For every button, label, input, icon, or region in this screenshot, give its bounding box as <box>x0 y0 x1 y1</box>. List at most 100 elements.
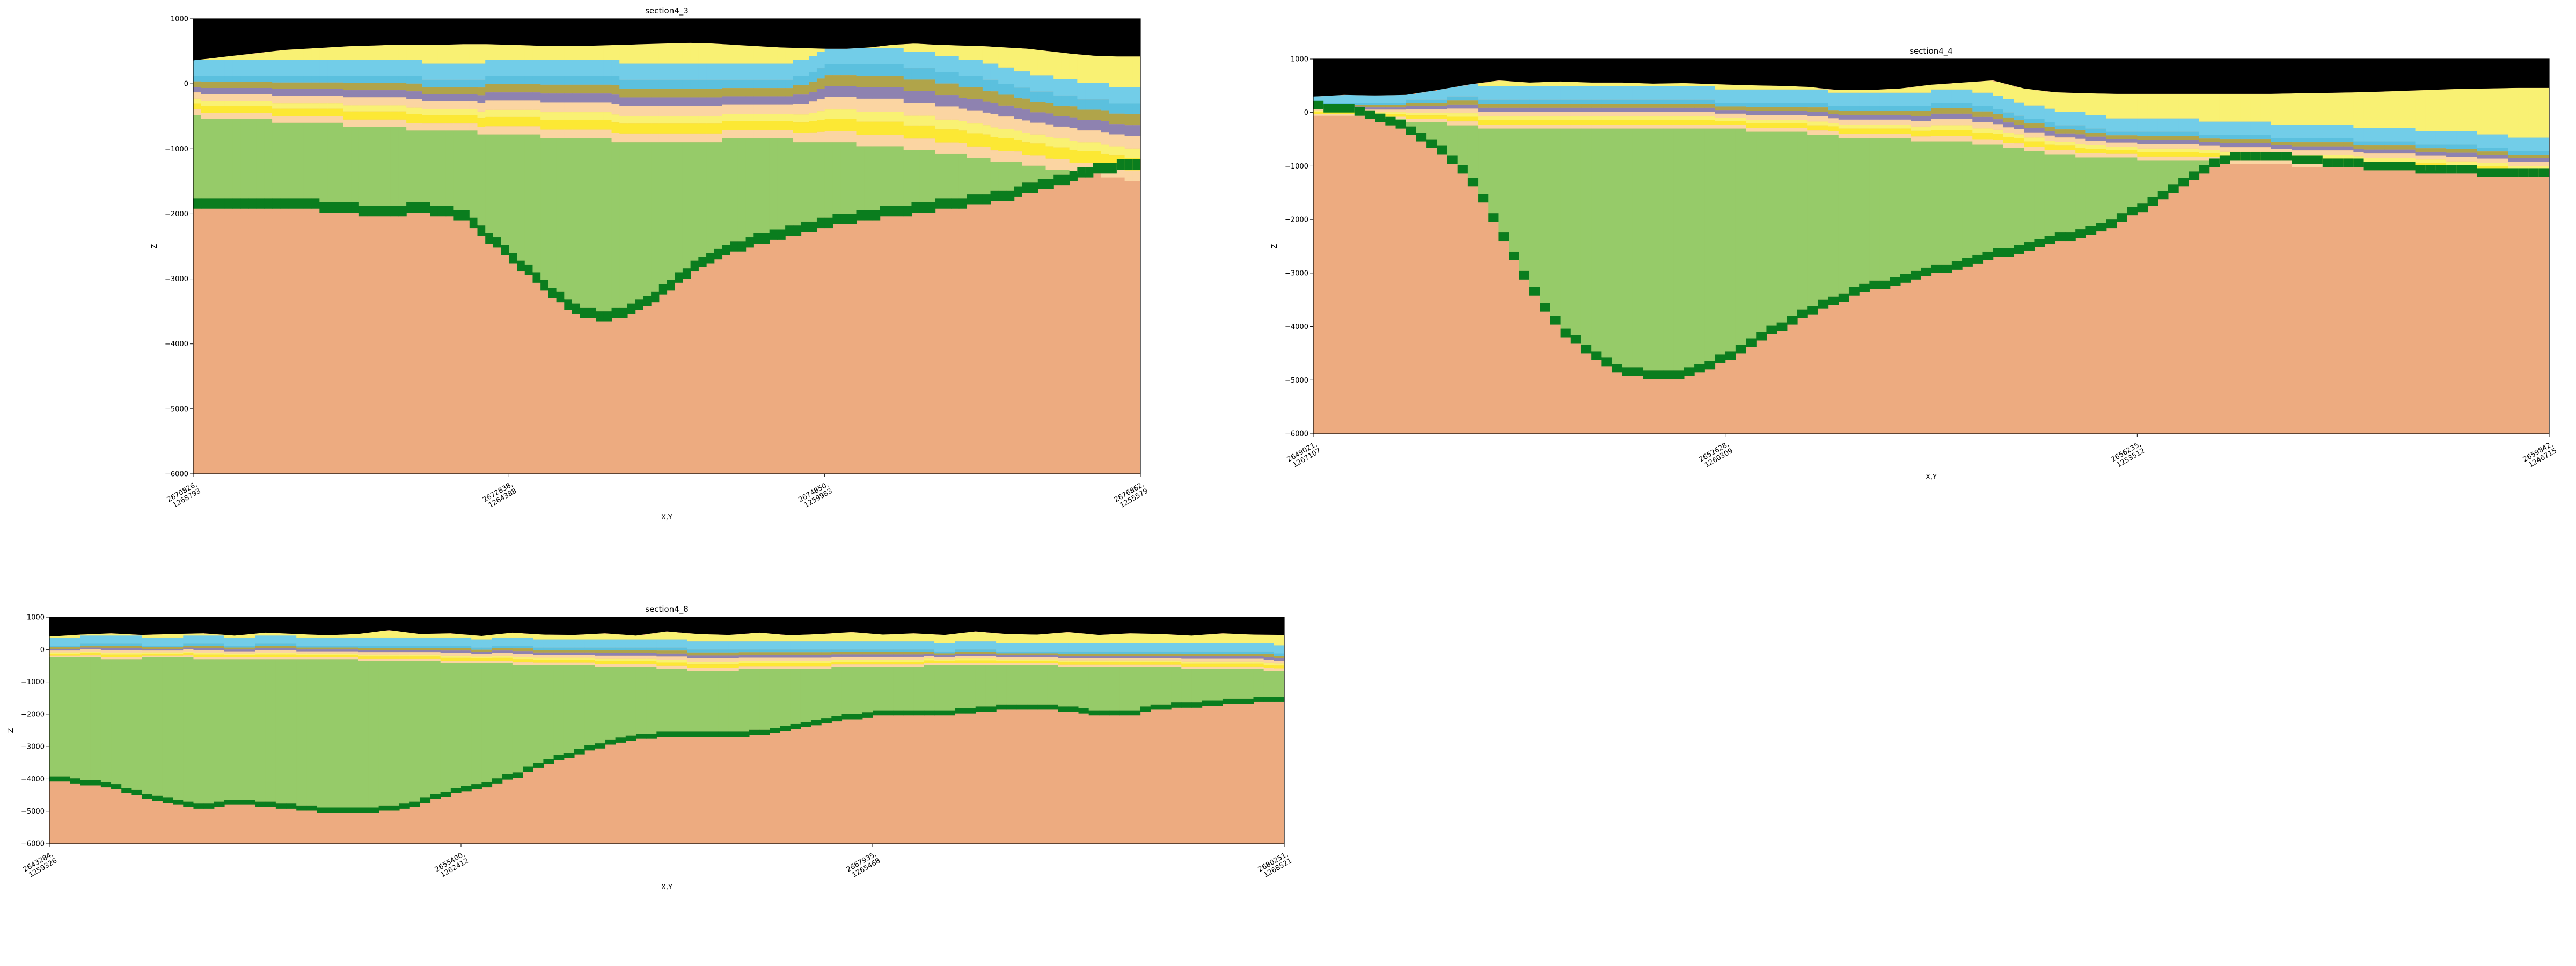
layer-cell <box>1030 91 1038 103</box>
layer-cell <box>49 649 60 651</box>
layer-cell <box>965 632 976 642</box>
layer-cell <box>832 75 841 86</box>
layer-cell <box>501 92 509 101</box>
layer-cell <box>759 655 770 658</box>
layer-cell <box>2137 93 2148 119</box>
layer-cell <box>2477 148 2488 152</box>
layer-cell <box>351 90 360 98</box>
layer-cell <box>2425 90 2436 131</box>
layer-cell <box>1478 120 1489 125</box>
layer-cell <box>131 646 143 648</box>
layer-cell <box>998 129 1007 138</box>
layer-cell <box>2405 153 2416 158</box>
layer-cell <box>280 103 289 109</box>
layer-cell <box>864 135 873 147</box>
layer-cell <box>832 64 841 76</box>
layer-cell <box>422 101 430 109</box>
layer-cell <box>1171 667 1182 703</box>
layer-cell <box>1014 151 1022 162</box>
layer-cell <box>1101 56 1109 83</box>
layer-cell <box>406 45 415 60</box>
layer-cell <box>2065 142 2076 146</box>
layer-cell <box>1101 132 1109 145</box>
layer-cell <box>965 649 976 652</box>
layer-cell <box>2435 89 2447 131</box>
layer-cell <box>840 86 849 97</box>
layer-cell <box>1181 666 1192 669</box>
layer-cell <box>2292 138 2302 143</box>
layer-cell <box>1756 332 1767 341</box>
layer-cell <box>749 669 760 730</box>
layer-cell <box>595 633 606 640</box>
layer-cell <box>2312 125 2323 138</box>
layer-cell <box>1030 182 1038 193</box>
layer-cell <box>173 637 184 646</box>
layer-cell <box>737 96 747 105</box>
layer-cell <box>183 801 194 807</box>
layer-cell <box>217 106 225 113</box>
layer-cell <box>131 789 143 795</box>
layer-cell <box>934 665 945 711</box>
layer-cell <box>450 637 462 646</box>
layer-cell <box>485 76 494 84</box>
layer-cell <box>2137 131 2148 136</box>
layer-cell <box>1243 651 1254 654</box>
layer-cell <box>841 654 853 657</box>
layer-cell <box>1467 84 1479 97</box>
layer-cell <box>2240 147 2251 152</box>
layer-cell <box>2312 163 2323 167</box>
layer-cell <box>1694 99 1705 104</box>
layer-cell <box>708 634 719 642</box>
layer-cell <box>656 731 668 737</box>
layer-cell <box>913 633 925 642</box>
layer-cell <box>690 123 699 134</box>
layer-cell <box>152 646 163 648</box>
layer-cell <box>1673 116 1685 120</box>
layer-cell <box>745 130 754 138</box>
layer-cell <box>677 731 688 737</box>
layer-cell <box>2292 125 2302 138</box>
layer-cell <box>60 637 70 646</box>
layer-cell <box>2446 144 2457 149</box>
layer-cell <box>1053 174 1062 186</box>
layer-cell <box>264 119 273 199</box>
layer-cell <box>248 60 257 76</box>
layer-cell <box>2292 150 2302 155</box>
layer-cell <box>111 784 122 789</box>
layer-cell <box>883 656 894 660</box>
layer-cell <box>1323 104 1334 113</box>
layer-cell <box>232 60 241 76</box>
layer-cell <box>913 654 925 657</box>
layer-cell <box>275 648 287 650</box>
layer-cell <box>420 661 431 798</box>
layer-cell <box>375 119 383 127</box>
layer-cell <box>852 660 863 662</box>
layer-cell <box>367 83 375 91</box>
layer-cell <box>667 647 678 651</box>
layer-cell <box>903 656 914 660</box>
layer-cell <box>430 94 438 101</box>
layer-cell <box>982 46 991 64</box>
layer-cell <box>762 104 770 114</box>
layer-cell <box>224 56 233 60</box>
layer-cell <box>420 797 431 803</box>
layer-cell <box>769 96 778 105</box>
layer-cell <box>2127 150 2138 154</box>
layer-cell <box>306 637 318 646</box>
layer-cell <box>1580 116 1592 120</box>
layer-cell <box>2384 145 2395 150</box>
layer-cell <box>1663 83 1674 86</box>
layer-cell <box>1725 351 1736 360</box>
layer-cell <box>2085 128 2097 133</box>
layer-cell <box>856 210 865 221</box>
layer-cell <box>1037 155 1046 166</box>
layer-cell <box>2405 128 2416 142</box>
layer-cell <box>1580 107 1592 112</box>
layer-cell <box>437 101 447 109</box>
layer-cell <box>1580 99 1592 104</box>
layer-cell <box>2353 158 2365 167</box>
chart-title: section4_8 <box>645 604 689 614</box>
layer-cell <box>951 142 960 154</box>
layer-cell <box>1022 71 1030 88</box>
layer-cell <box>422 94 430 101</box>
